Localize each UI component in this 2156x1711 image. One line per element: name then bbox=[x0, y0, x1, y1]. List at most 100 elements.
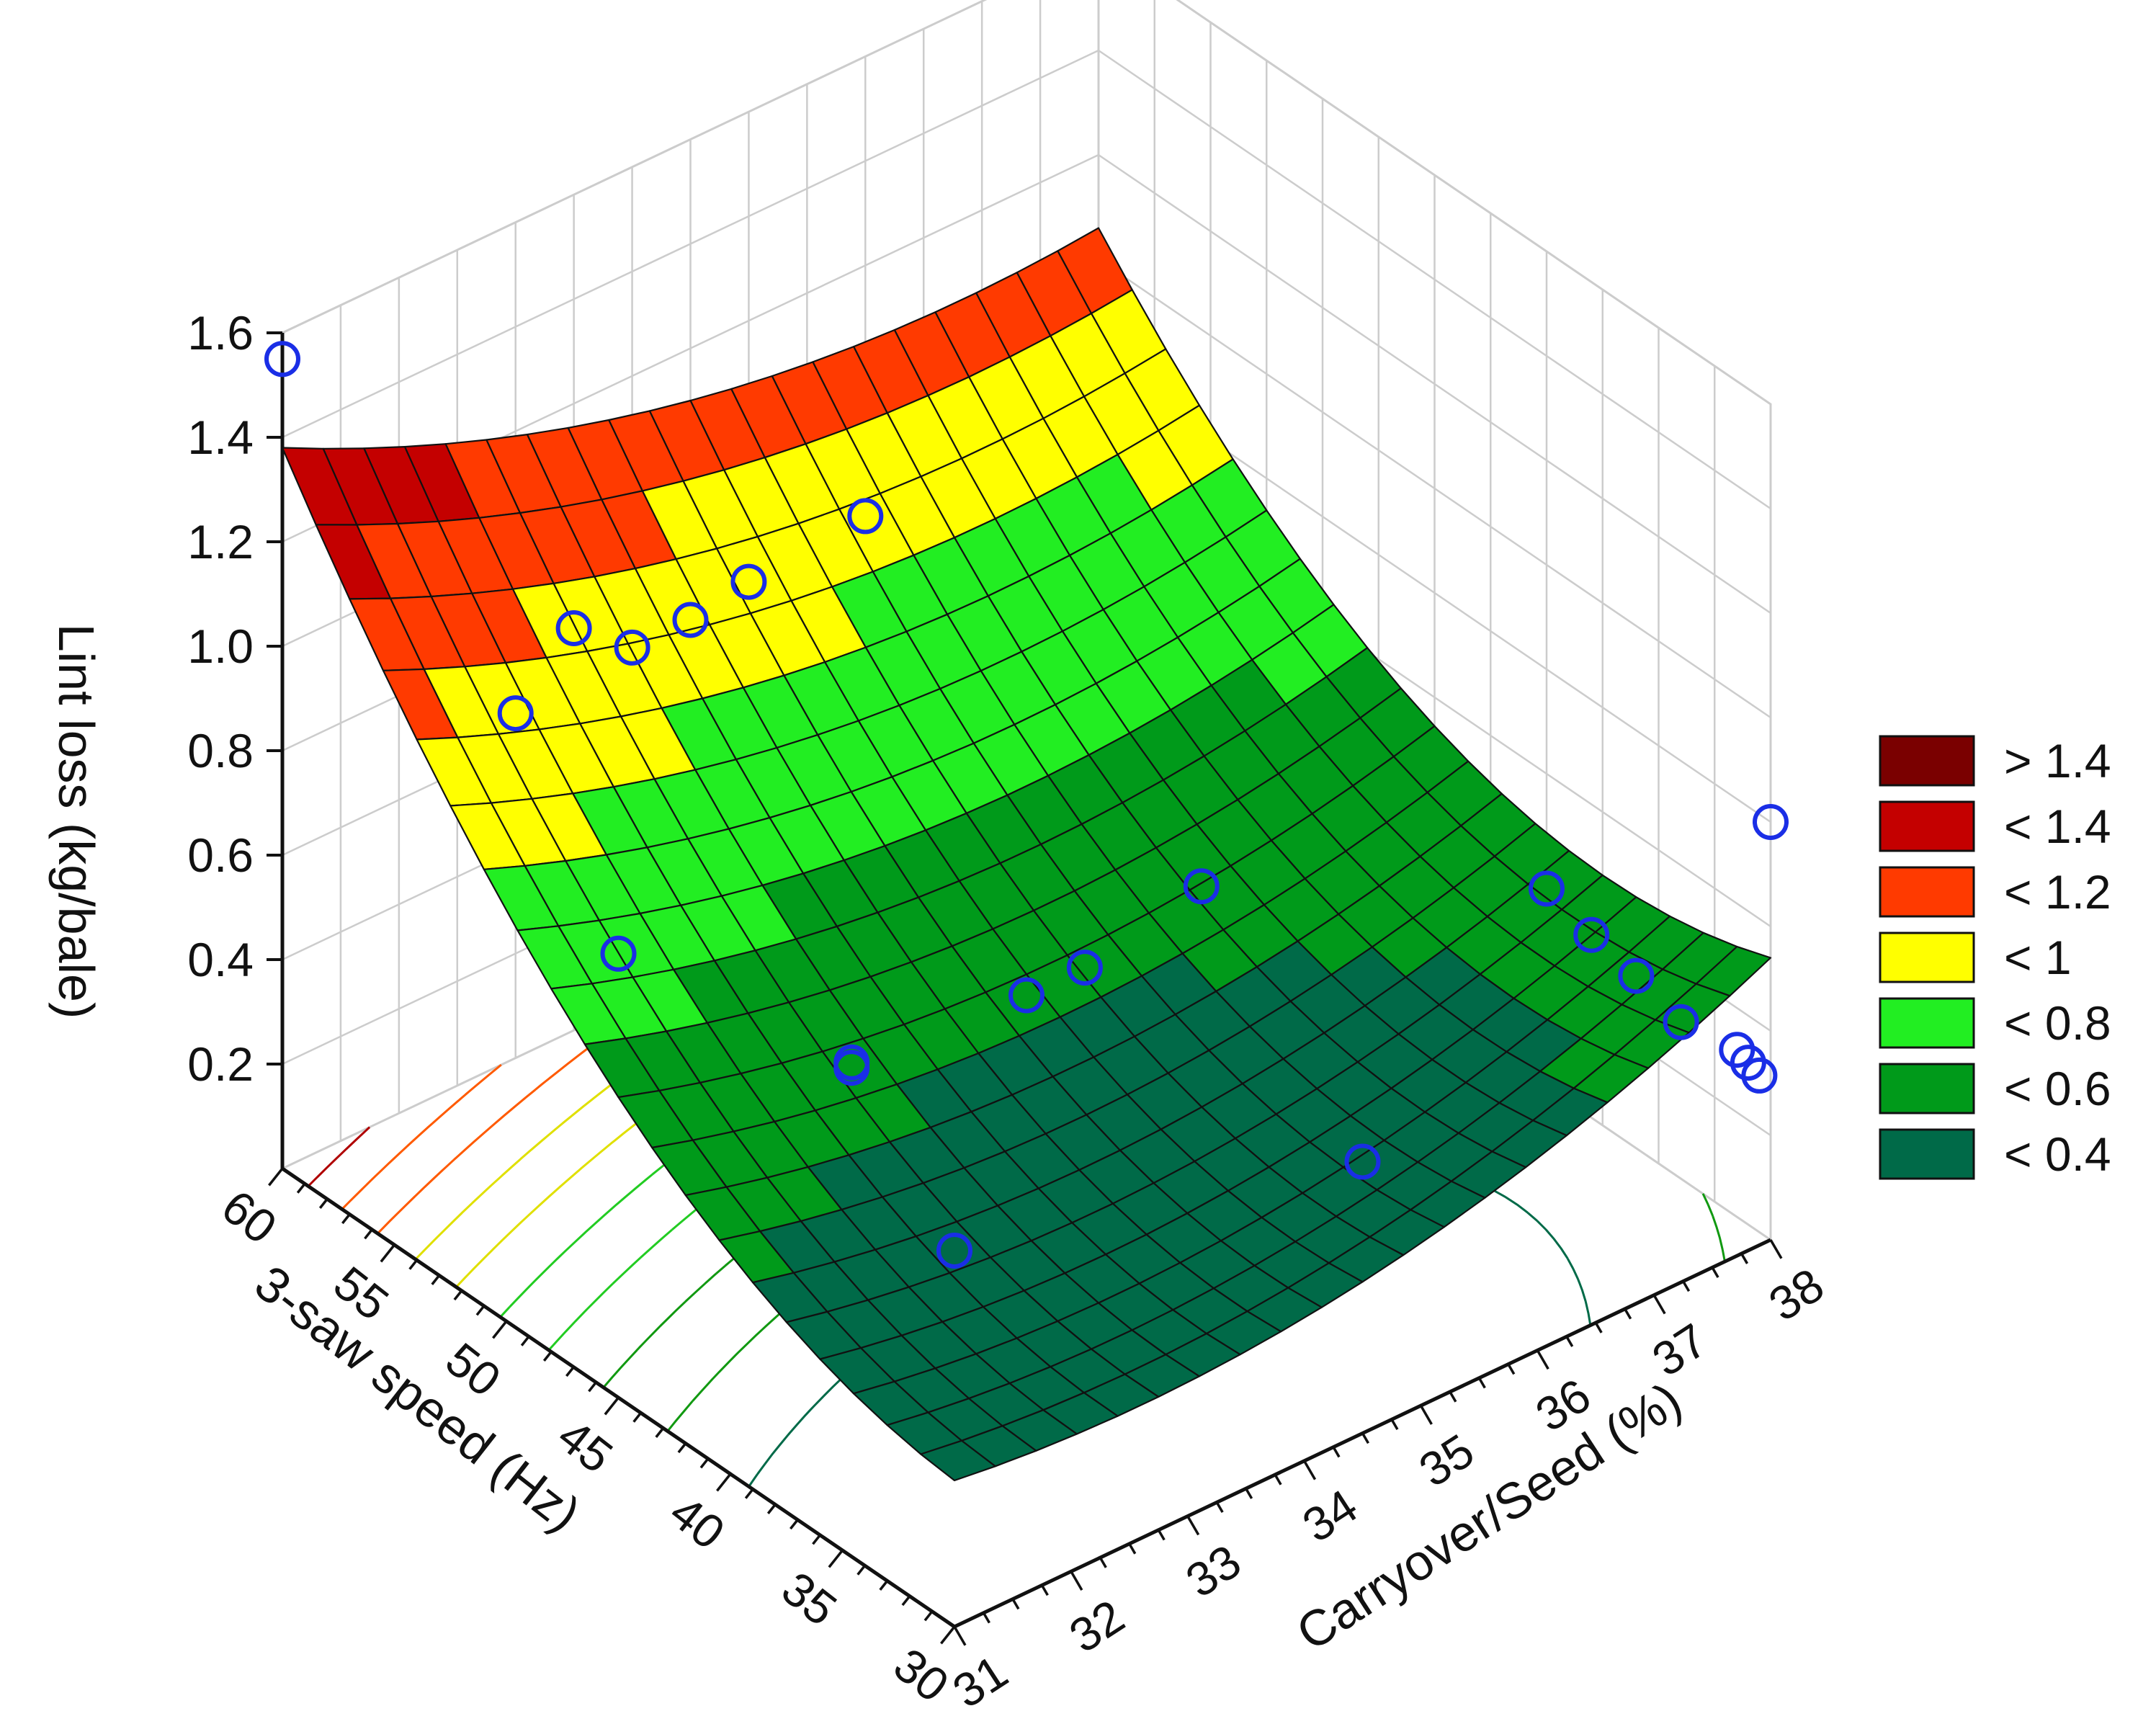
saw-tick bbox=[716, 1473, 732, 1492]
gridline bbox=[282, 153, 1771, 615]
z-tick-label: 1.4 bbox=[187, 411, 254, 464]
carry-tick-label: 38 bbox=[1760, 1258, 1833, 1331]
observation-point bbox=[672, 602, 709, 638]
carry-tick bbox=[1711, 1267, 1719, 1278]
saw-tick-label: 40 bbox=[660, 1485, 734, 1560]
carry-tick bbox=[1011, 1598, 1020, 1610]
saw-tick bbox=[431, 1274, 441, 1285]
legend-label: < 1.2 bbox=[2004, 865, 2111, 919]
observation-point bbox=[730, 563, 767, 600]
carry-tick bbox=[1419, 1405, 1433, 1425]
carry-tick bbox=[1449, 1391, 1457, 1403]
saw-tick bbox=[677, 1442, 687, 1454]
saw-tick-label: 45 bbox=[548, 1408, 622, 1483]
saw-tick bbox=[492, 1320, 508, 1339]
observation-point bbox=[1663, 1004, 1699, 1040]
z-axis-label: Lint loss (kg/bale) bbox=[48, 624, 104, 1019]
carry-tick bbox=[1594, 1322, 1603, 1333]
legend: > 1.4 < 1.4 < 1.2 < 1 < 0.8 < 0.6 < 0.4 bbox=[1879, 734, 2111, 1181]
carry-tick bbox=[1332, 1446, 1341, 1458]
legend-swatch bbox=[1879, 866, 1975, 918]
carry-tick bbox=[1740, 1253, 1749, 1264]
saw-tick bbox=[565, 1366, 575, 1377]
legend-swatch bbox=[1879, 932, 1975, 983]
carry-tick bbox=[1652, 1294, 1666, 1315]
saw-tick-label: 60 bbox=[212, 1179, 286, 1254]
saw-tick bbox=[318, 1198, 328, 1209]
observation-points bbox=[264, 341, 1789, 1269]
observation-point bbox=[1719, 1032, 1755, 1068]
legend-item: > 1.4 bbox=[1879, 734, 2111, 787]
carry-tick bbox=[1303, 1460, 1317, 1480]
observation-point bbox=[1573, 916, 1610, 953]
observation-point bbox=[555, 610, 592, 646]
legend-swatch bbox=[1879, 735, 1975, 787]
saw-tick bbox=[408, 1259, 418, 1270]
saw-tick bbox=[699, 1457, 710, 1469]
observation-point bbox=[497, 695, 534, 732]
z-tick-label: 1.6 bbox=[187, 306, 254, 359]
saw-tick bbox=[364, 1228, 373, 1240]
observation-point bbox=[1753, 804, 1789, 840]
observation-point bbox=[600, 935, 637, 972]
saw-axis-label: 3-saw speed (Hz) bbox=[245, 1255, 591, 1542]
saw-tick-label: 35 bbox=[772, 1561, 846, 1636]
legend-swatch bbox=[1879, 800, 1975, 852]
observation-point bbox=[1066, 950, 1103, 986]
legend-item: < 1 bbox=[1879, 931, 2072, 984]
z-tick-label: 0.6 bbox=[187, 828, 254, 882]
observation-point bbox=[1344, 1143, 1381, 1180]
saw-tick bbox=[812, 1534, 821, 1545]
saw-tick bbox=[879, 1580, 889, 1591]
carry-tick bbox=[1274, 1474, 1282, 1486]
saw-tick bbox=[744, 1488, 754, 1499]
carry-tick bbox=[1390, 1419, 1399, 1430]
contour-line bbox=[341, 1063, 502, 1210]
carry-tick-label: 35 bbox=[1410, 1424, 1483, 1497]
legend-item: < 1.4 bbox=[1879, 800, 2111, 853]
saw-tick bbox=[766, 1504, 777, 1514]
carry-tick bbox=[1565, 1336, 1574, 1347]
observation-point bbox=[936, 1233, 972, 1269]
legend-item: < 1.2 bbox=[1879, 865, 2111, 919]
observation-point bbox=[833, 1044, 870, 1081]
legend-label: > 1.4 bbox=[2004, 734, 2111, 787]
carry-tick bbox=[1477, 1377, 1486, 1389]
saw-tick bbox=[380, 1243, 395, 1263]
saw-tick bbox=[790, 1519, 799, 1530]
legend-label: < 1.4 bbox=[2004, 800, 2111, 853]
carry-tick bbox=[1769, 1239, 1783, 1259]
gridline bbox=[282, 0, 1771, 406]
legend-label: < 1 bbox=[2004, 931, 2072, 984]
saw-tick bbox=[453, 1290, 463, 1301]
saw-tick bbox=[520, 1336, 530, 1346]
carry-tick-label: 33 bbox=[1176, 1534, 1250, 1607]
saw-tick bbox=[655, 1427, 665, 1438]
saw-tick bbox=[475, 1305, 486, 1316]
axes bbox=[267, 331, 1783, 1646]
legend-swatch bbox=[1879, 997, 1975, 1049]
observation-point bbox=[1183, 868, 1220, 905]
carry-tick-label: 32 bbox=[1060, 1589, 1133, 1663]
z-tick-label: 0.8 bbox=[187, 724, 254, 777]
carry-tick-label: 31 bbox=[944, 1645, 1017, 1711]
carry-tick bbox=[982, 1612, 990, 1624]
carry-tick bbox=[1682, 1280, 1691, 1292]
legend-item: < 0.8 bbox=[1879, 996, 2111, 1050]
legend-swatch bbox=[1879, 1128, 1975, 1180]
carry-tick bbox=[1536, 1349, 1549, 1370]
carry-tick bbox=[953, 1626, 967, 1646]
carry-tick-label: 34 bbox=[1293, 1479, 1366, 1553]
observation-point bbox=[614, 629, 650, 666]
carry-tick bbox=[1245, 1488, 1253, 1499]
saw-tick bbox=[856, 1565, 866, 1576]
z-tick-label: 1.2 bbox=[187, 515, 254, 568]
carry-tick bbox=[1128, 1543, 1137, 1555]
z-tick-label: 1.0 bbox=[187, 620, 254, 673]
saw-tick bbox=[542, 1351, 553, 1362]
carry-tick bbox=[1099, 1557, 1107, 1568]
saw-tick bbox=[604, 1396, 619, 1416]
carry-tick bbox=[1624, 1308, 1632, 1320]
